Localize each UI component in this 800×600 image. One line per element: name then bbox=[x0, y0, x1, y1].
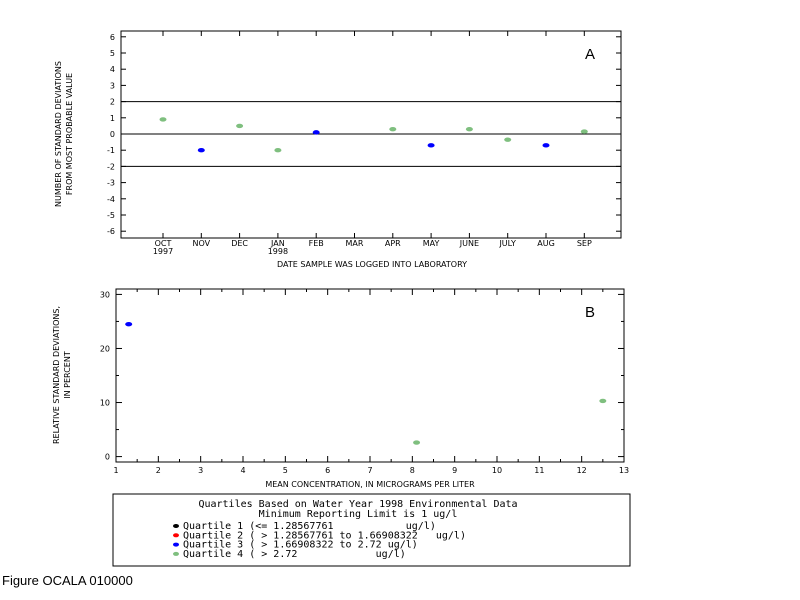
panel-b-y-axis: 0 10 20 30 bbox=[100, 290, 624, 462]
legend-item-text: Quartile 2 ( > 1.28567761 to 1.66908322 … bbox=[183, 530, 466, 541]
panel-a-data-point bbox=[427, 143, 435, 148]
legend-items: Quartile 1 (<= 1.28567761 ug/l)Quartile … bbox=[173, 521, 466, 560]
panel-a-y-axis-title-line1: NUMBER OF STANDARD DEVIATIONS bbox=[54, 61, 63, 207]
panel-a-year-label: 1998 bbox=[268, 247, 288, 256]
panel-b-y-tick-label: 20 bbox=[100, 344, 110, 353]
panel-a-y-tick-label: 5 bbox=[110, 49, 115, 58]
panel-a-x-tick-label: MAR bbox=[346, 239, 364, 248]
panel-b-x-tick-label: 13 bbox=[619, 466, 629, 475]
chart-panel-a: -6 -5 -4 -3 -2 -1 0 1 2 3 4 5 6 OCT NOV DEC JAN FEB MAR AP… bbox=[54, 30, 622, 269]
panel-a-x-axis-title: DATE SAMPLE WAS LOGGED INTO LABORATORY bbox=[277, 260, 467, 269]
legend-box bbox=[112, 493, 631, 567]
panel-a-x-tick-label: OCT bbox=[155, 239, 172, 248]
legend-marker bbox=[173, 533, 179, 538]
panel-a-year-label: 1997 bbox=[153, 247, 173, 256]
panel-a-y-tick-label: 6 bbox=[110, 33, 115, 42]
panel-a-x-tick-label: SEP bbox=[577, 239, 592, 248]
panel-a-data-point bbox=[465, 126, 473, 132]
legend-title-line1: Quartiles Based on Water Year 1998 Envir… bbox=[198, 499, 517, 510]
panel-b-data-point bbox=[599, 398, 607, 404]
panel-b-x-tick-label: 11 bbox=[534, 466, 544, 475]
panel-a-data-point bbox=[236, 123, 244, 129]
panel-a-y-tick-label: -2 bbox=[107, 162, 115, 171]
panel-b-x-tick-label: 8 bbox=[410, 466, 415, 475]
panel-a-data-point bbox=[542, 143, 550, 148]
panel-b-x-tick-label: 5 bbox=[283, 466, 288, 475]
legend-item-text: Quartile 1 (<= 1.28567761 ug/l) bbox=[183, 521, 436, 532]
panel-a-data-point bbox=[580, 129, 588, 134]
panel-b-data-point bbox=[125, 321, 133, 327]
panel-a-x-tick-label: FEB bbox=[309, 239, 324, 248]
panel-b-y-axis-title-line2: IN PERCENT bbox=[63, 351, 72, 399]
panel-b-x-axis-title: MEAN CONCENTRATION, IN MICROGRAMS PER LI… bbox=[265, 480, 475, 489]
panel-b-plot-frame bbox=[115, 288, 625, 463]
legend: Quartiles Based on Water Year 1998 Envir… bbox=[112, 493, 631, 567]
panel-a-y-tick-label: 4 bbox=[110, 65, 115, 74]
panel-a-x-tick-label: MAY bbox=[423, 239, 440, 248]
panel-a-data-point bbox=[197, 148, 205, 153]
panel-a-y-tick-label: -6 bbox=[107, 227, 115, 236]
panel-a-x-tick-label: APR bbox=[385, 239, 401, 248]
legend-marker bbox=[173, 524, 179, 528]
panel-b-x-tick-label: 10 bbox=[492, 466, 502, 475]
panel-a-y-axis-title-line2: FROM MOST PROBABLE VALUE bbox=[65, 73, 74, 195]
panel-b-y-axis-title-line1: RELATIVE STANDARD DEVIATIONS, bbox=[52, 306, 61, 444]
panel-a-y-tick-label: -5 bbox=[107, 211, 115, 220]
panel-a-y-tick-label: 0 bbox=[110, 130, 115, 139]
panel-a-data-point bbox=[159, 117, 167, 122]
legend-marker bbox=[173, 542, 179, 547]
panel-a-y-tick-label: -3 bbox=[107, 179, 115, 188]
panel-b-x-axis: 1 2 3 4 5 6 7 8 9 10 11 12 13 bbox=[113, 289, 629, 475]
panel-b-data-point bbox=[413, 440, 421, 445]
panel-a-data-point bbox=[274, 148, 282, 153]
panel-a-x-tick-label: JAN bbox=[270, 239, 285, 248]
panel-a-data-point bbox=[389, 126, 397, 132]
panel-a-x-tick-label: JULY bbox=[498, 239, 516, 248]
figure-caption: Figure OCALA 010000 bbox=[2, 573, 133, 588]
panel-a-data-points bbox=[159, 117, 588, 153]
panel-a-y-tick-label: -4 bbox=[107, 195, 115, 204]
panel-b-x-tick-label: 3 bbox=[198, 466, 203, 475]
panel-a-x-tick-label: AUG bbox=[537, 239, 555, 248]
panel-a-y-tick-label: 2 bbox=[110, 98, 115, 107]
panel-a-y-tick-label: 1 bbox=[110, 114, 115, 123]
panel-b-x-tick-label: 12 bbox=[577, 466, 587, 475]
panel-b-label: B bbox=[585, 304, 595, 321]
panel-a-x-tick-label: DEC bbox=[231, 239, 248, 248]
legend-item-text: Quartile 4 ( > 2.72 ug/l) bbox=[183, 549, 406, 560]
panel-a-label: A bbox=[585, 46, 595, 63]
panel-b-x-tick-label: 4 bbox=[240, 466, 245, 475]
panel-a-y-tick-label: -1 bbox=[107, 146, 115, 155]
panel-b-y-tick-label: 0 bbox=[105, 453, 110, 462]
panel-b-data-points bbox=[125, 321, 607, 445]
panel-b-x-tick-label: 2 bbox=[156, 466, 161, 475]
panel-a-x-tick-label: JUNE bbox=[459, 239, 479, 248]
legend-marker bbox=[173, 551, 179, 556]
panel-a-data-point bbox=[312, 130, 320, 135]
panel-a-data-point bbox=[504, 137, 512, 142]
legend-item-text: Quartile 3 ( > 1.66908322 to 2.72 ug/l) bbox=[183, 540, 418, 551]
panel-a-x-tick-label: NOV bbox=[192, 239, 210, 248]
panel-b-x-tick-label: 1 bbox=[113, 466, 118, 475]
panel-b-y-tick-label: 30 bbox=[100, 290, 110, 299]
panel-a-x-axis: OCT NOV DEC JAN FEB MAR APR MAY JUNE JULY AUG SEP 19… bbox=[153, 31, 592, 256]
panel-b-x-tick-label: 7 bbox=[367, 466, 372, 475]
panel-b-x-tick-label: 9 bbox=[452, 466, 457, 475]
panel-b-x-tick-label: 6 bbox=[325, 466, 330, 475]
panel-a-reference-lines bbox=[121, 101, 621, 167]
legend-title-line2: Minimum Reporting Limit is 1 ug/l bbox=[259, 509, 458, 520]
panel-b-y-tick-label: 10 bbox=[100, 399, 110, 408]
panel-a-y-tick-label: 3 bbox=[110, 81, 115, 90]
